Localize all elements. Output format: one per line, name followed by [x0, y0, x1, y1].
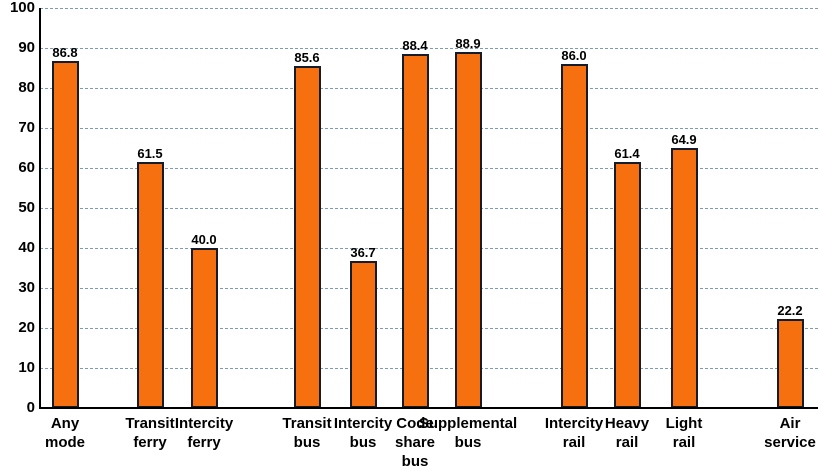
- x-category-label: Any mode: [44, 415, 86, 451]
- bar-any-mode: [51, 61, 79, 408]
- y-tick-label-70: 70: [18, 119, 35, 136]
- y-axis-line: [39, 8, 41, 408]
- bar-value-label: 86.0: [561, 48, 587, 63]
- x-category-label: Light rail: [665, 415, 703, 451]
- x-category-label: Transit bus: [282, 415, 332, 451]
- y-tick-label-60: 60: [18, 159, 35, 176]
- bar-value-label: 61.5: [137, 146, 163, 161]
- x-category-label: Air service: [764, 415, 816, 451]
- bar-air-service: [776, 319, 804, 408]
- gridline-60: [40, 168, 818, 169]
- gridline-30: [40, 288, 818, 289]
- bar-value-label: 40.0: [191, 232, 217, 247]
- y-tick-label-80: 80: [18, 79, 35, 96]
- y-tick-label-90: 90: [18, 39, 35, 56]
- gridline-100: [40, 8, 818, 9]
- y-tick-label-10: 10: [18, 359, 35, 376]
- y-tick-label-100: 100: [9, 0, 35, 16]
- bar-intercity-bus: [349, 261, 377, 408]
- x-category-label: Intercity rail: [544, 415, 604, 451]
- gridline-80: [40, 88, 818, 89]
- gridline-40: [40, 248, 818, 249]
- x-category-label: Intercity ferry: [174, 415, 234, 451]
- bar-value-label: 22.2: [777, 303, 803, 318]
- bar-value-label: 88.9: [455, 36, 481, 51]
- x-category-label: Transit ferry: [125, 415, 175, 451]
- gridline-10: [40, 368, 818, 369]
- bar-intercity-ferry: [190, 248, 218, 408]
- y-tick-label-0: 0: [26, 399, 35, 416]
- bar-value-label: 86.8: [52, 45, 78, 60]
- y-tick-label-20: 20: [18, 319, 35, 336]
- bar-value-label: 85.6: [294, 50, 320, 65]
- bar-heavy-rail: [613, 162, 641, 408]
- gridline-20: [40, 328, 818, 329]
- bar-intercity-rail: [560, 64, 588, 408]
- bar-supplemental-bus: [454, 52, 482, 408]
- gridline-50: [40, 208, 818, 209]
- x-category-label: Code share bus: [394, 415, 436, 470]
- x-category-label: Supplemental bus: [418, 415, 518, 451]
- bar-value-label: 64.9: [671, 132, 697, 147]
- gridline-90: [40, 48, 818, 49]
- y-tick-label-50: 50: [18, 199, 35, 216]
- x-axis-line: [39, 407, 818, 409]
- x-category-label: Heavy rail: [604, 415, 650, 451]
- x-category-label: Intercity bus: [333, 415, 393, 451]
- bar-transit-ferry: [136, 162, 164, 408]
- bar-value-label: 88.4: [402, 38, 428, 53]
- y-tick-label-40: 40: [18, 239, 35, 256]
- y-tick-label-30: 30: [18, 279, 35, 296]
- gridline-70: [40, 128, 818, 129]
- bar-value-label: 36.7: [350, 245, 376, 260]
- bar-transit-bus: [293, 66, 321, 408]
- bar-code-share-bus: [401, 54, 429, 408]
- bar-value-label: 61.4: [614, 146, 640, 161]
- plot-area: 86.8 61.5 40.0 85.6 36.7 88.4 88.9 86.0 61.4 64.9…: [40, 8, 818, 408]
- bar-light-rail: [670, 148, 698, 408]
